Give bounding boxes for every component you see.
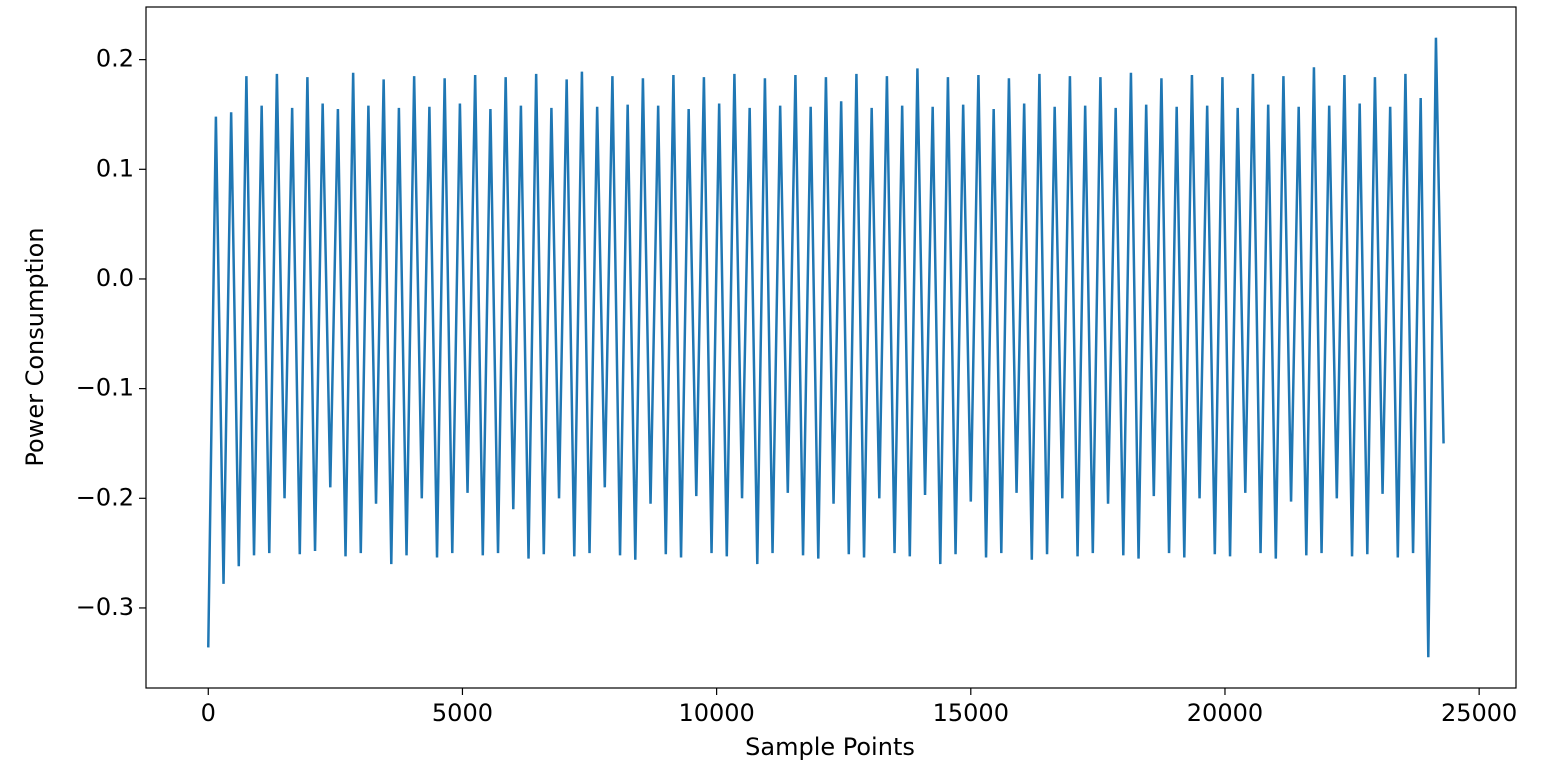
x-tick-label: 15000 bbox=[933, 699, 1009, 727]
x-tick-label: 5000 bbox=[432, 699, 493, 727]
y-axis-label: Power Consumption bbox=[21, 227, 49, 466]
y-tick-label: 0.2 bbox=[96, 45, 134, 73]
y-tick-label: 0.1 bbox=[96, 154, 134, 182]
data-line bbox=[207, 37, 1445, 658]
y-tick-label: −0.2 bbox=[76, 483, 134, 511]
plot-frame bbox=[145, 6, 1517, 689]
y-tick-label: −0.1 bbox=[76, 374, 134, 402]
y-tick-label: −0.3 bbox=[76, 593, 134, 621]
x-tick-label: 10000 bbox=[678, 699, 754, 727]
x-axis-label: Sample Points bbox=[745, 733, 915, 761]
x-tick-label: 25000 bbox=[1441, 699, 1517, 727]
y-tick-label: 0.0 bbox=[96, 264, 134, 292]
x-tick-label: 0 bbox=[201, 699, 216, 727]
x-tick-label: 20000 bbox=[1187, 699, 1263, 727]
